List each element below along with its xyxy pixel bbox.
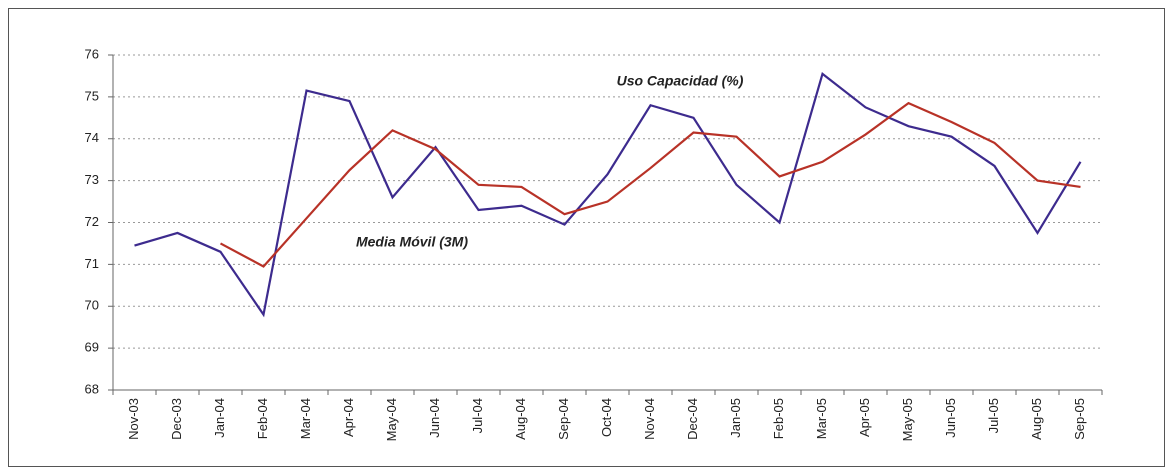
x-tick-label: Oct-04 xyxy=(599,398,614,437)
series-annotation: Media Móvil (3M) xyxy=(356,234,468,250)
x-tick-label: Nov-03 xyxy=(126,398,141,440)
chart-frame xyxy=(8,8,1165,467)
x-tick-label: Jul-04 xyxy=(470,398,485,433)
x-tick-label: Jul-05 xyxy=(986,398,1001,433)
y-tick-label: 73 xyxy=(85,172,99,187)
x-tick-label: Jun-05 xyxy=(943,398,958,438)
x-tick-label: Mar-04 xyxy=(298,398,313,439)
y-tick-label: 76 xyxy=(85,46,99,61)
x-tick-label: Sep-04 xyxy=(556,398,571,440)
series-line xyxy=(219,101,1081,268)
y-tick-label: 69 xyxy=(85,340,99,355)
y-tick-label: 74 xyxy=(85,130,99,145)
x-tick-label: Jan-04 xyxy=(212,398,227,438)
x-tick-label: Apr-05 xyxy=(857,398,872,437)
y-tick-label: 72 xyxy=(85,214,99,229)
x-tick-label: Jan-05 xyxy=(728,398,743,438)
y-tick-label: 71 xyxy=(85,256,99,271)
x-tick-label: Jun-04 xyxy=(427,398,442,438)
series-annotation: Uso Capacidad (%) xyxy=(617,73,744,89)
x-tick-label: Mar-05 xyxy=(814,398,829,439)
x-tick-label: Dec-03 xyxy=(169,398,184,440)
y-tick-label: 70 xyxy=(85,298,99,313)
x-tick-label: Feb-05 xyxy=(771,398,786,439)
x-tick-label: Nov-04 xyxy=(642,398,657,440)
y-tick-label: 75 xyxy=(85,88,99,103)
series-line xyxy=(134,71,1082,318)
x-tick-label: Aug-04 xyxy=(513,398,528,440)
y-tick-label: 68 xyxy=(85,381,99,396)
x-tick-label: Sep-05 xyxy=(1072,398,1087,440)
x-tick-label: Feb-04 xyxy=(255,398,270,439)
x-tick-label: May-05 xyxy=(900,398,915,441)
x-tick-label: Dec-04 xyxy=(685,398,700,440)
x-tick-label: Aug-05 xyxy=(1029,398,1044,440)
x-tick-label: Apr-04 xyxy=(341,398,356,437)
x-tick-label: May-04 xyxy=(384,398,399,441)
